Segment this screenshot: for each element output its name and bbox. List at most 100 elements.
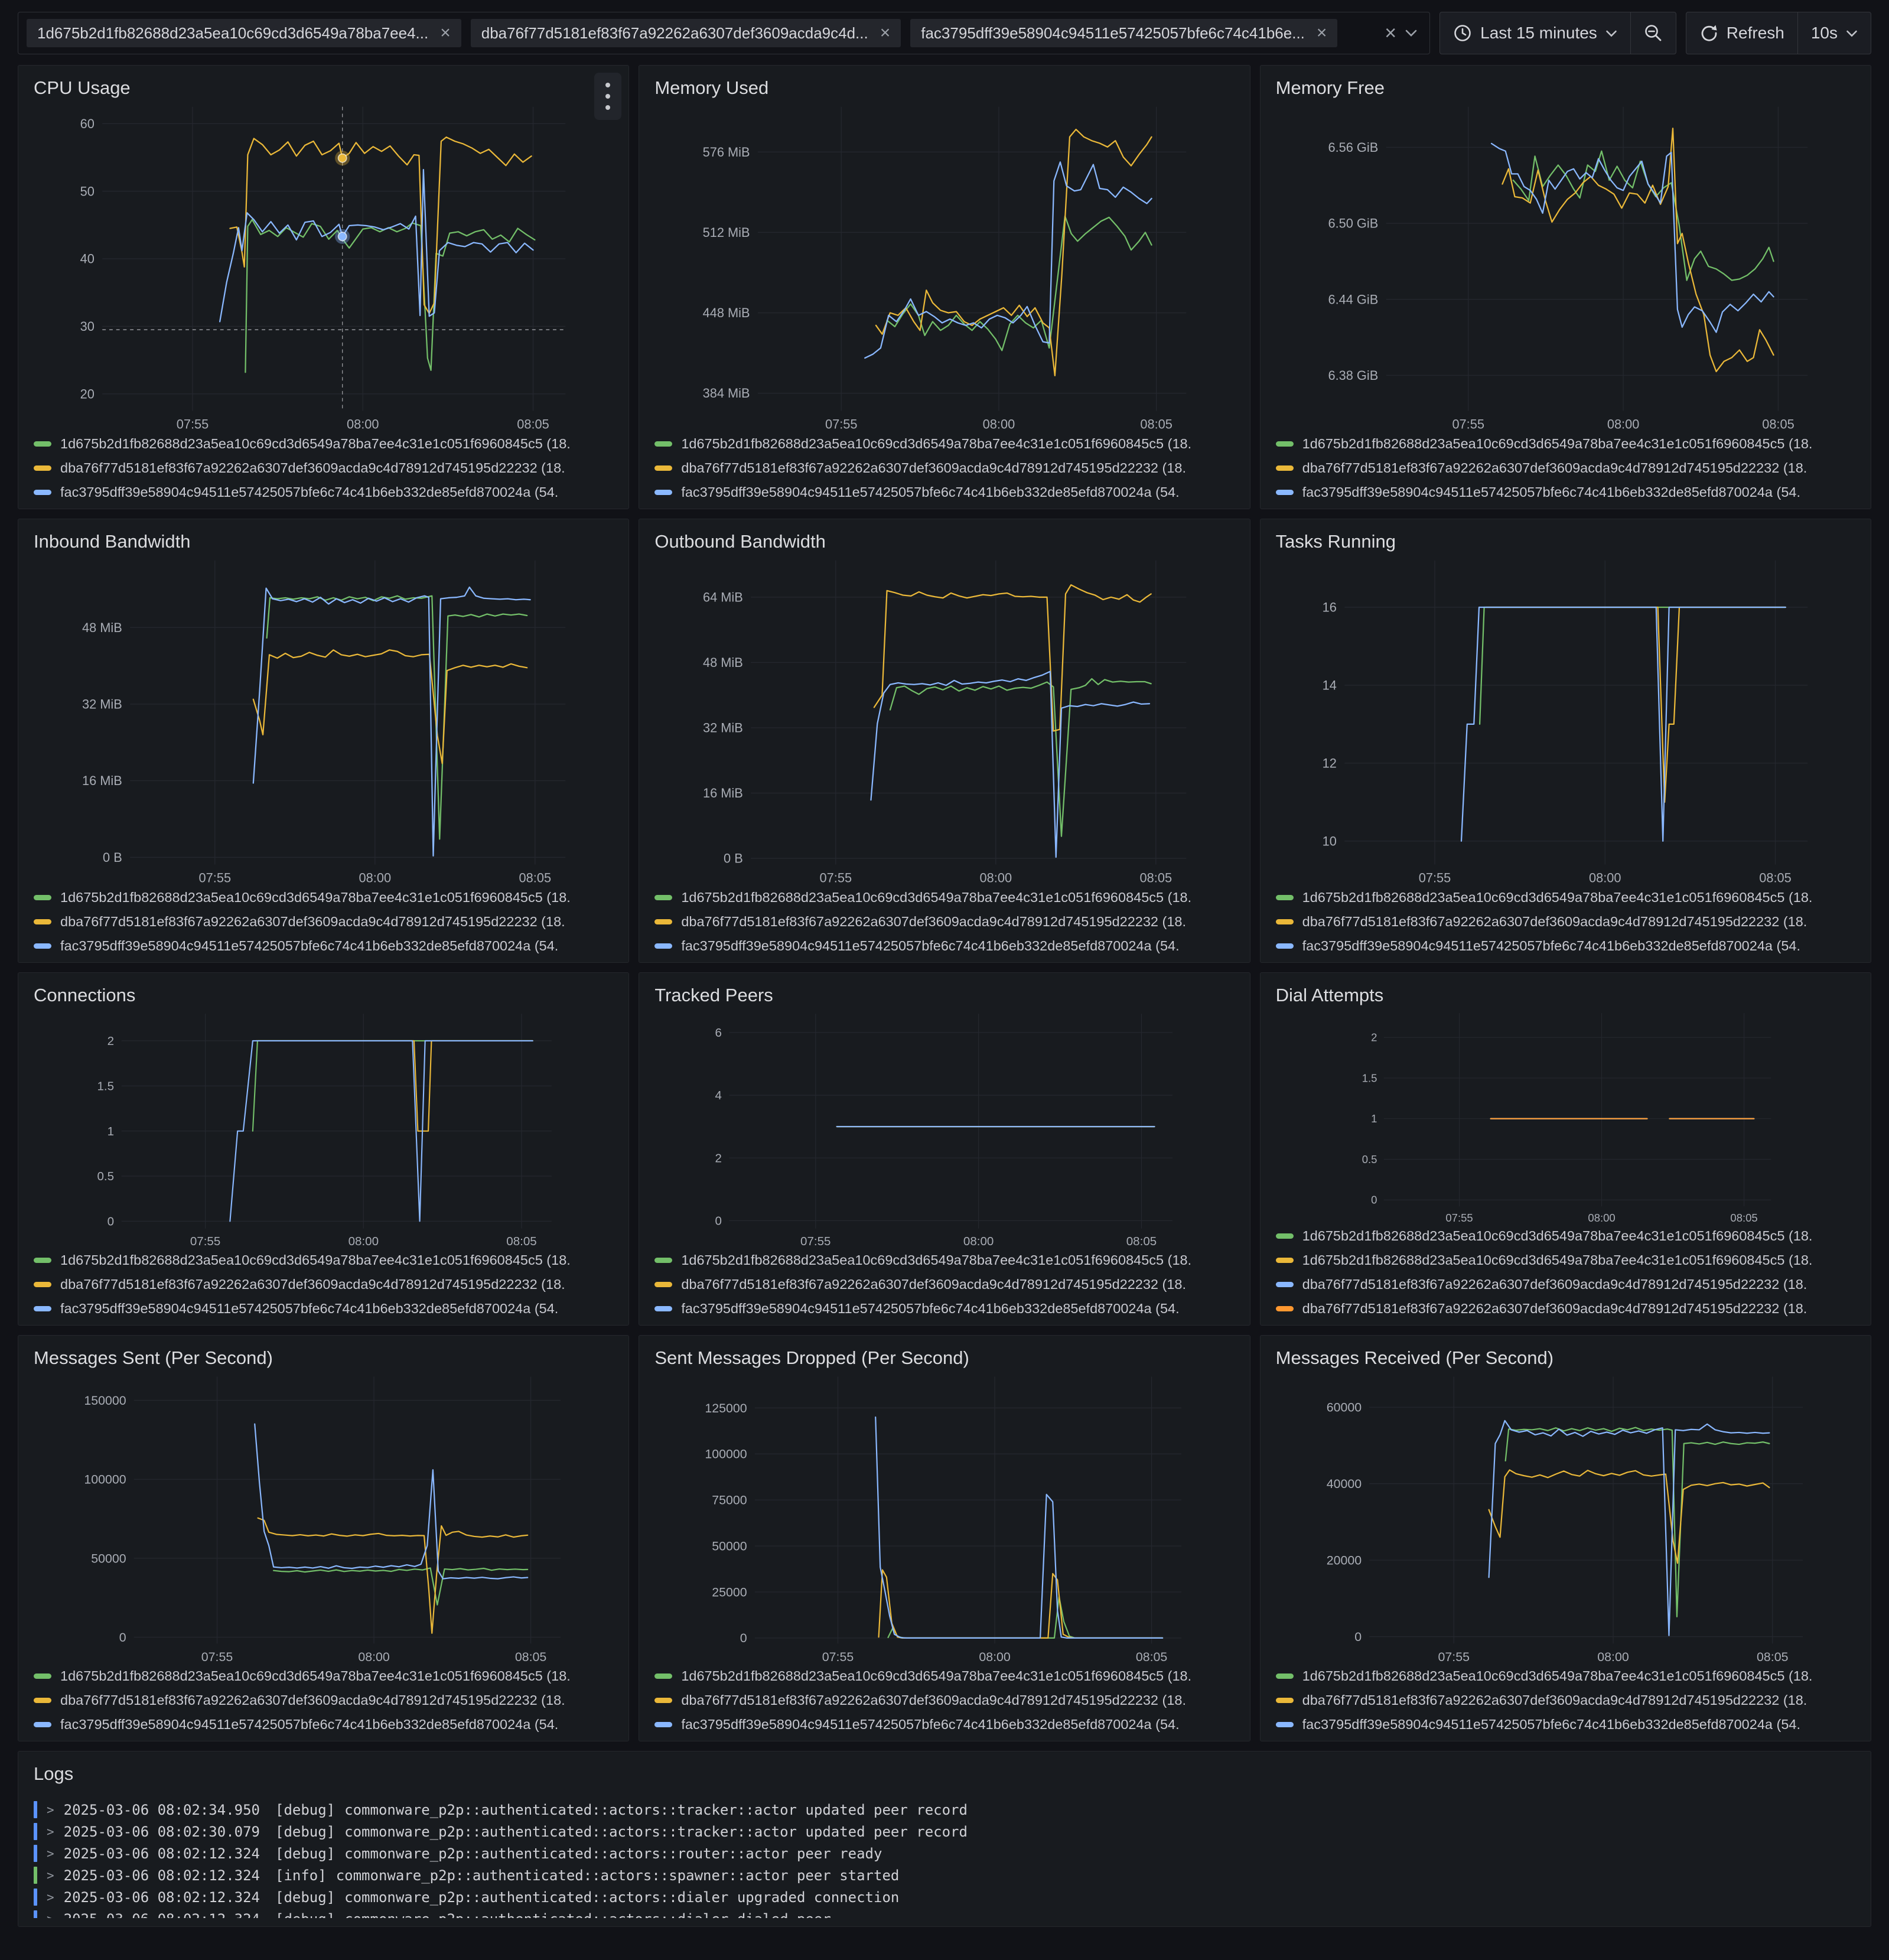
legend-item[interactable]: 1d675b2d1fb82688d23a5ea10c69cd3d6549a78b… — [1275, 1668, 1861, 1684]
time-series-chart[interactable]: 0 B 16 MiB 32 MiB 48 MiB 64 MiB 07:55 08:00 08:… — [649, 554, 1240, 887]
refresh-interval-picker[interactable]: 10s — [1798, 12, 1871, 54]
legend-item[interactable]: 1d675b2d1fb82688d23a5ea10c69cd3d6549a78b… — [1275, 1228, 1861, 1244]
legend-item[interactable]: dba76f77d5181ef83f67a92262a6307def3609ac… — [654, 460, 1240, 476]
legend-item[interactable]: 1d675b2d1fb82688d23a5ea10c69cd3d6549a78b… — [34, 1252, 619, 1268]
legend-swatch-icon — [34, 943, 51, 949]
time-series-chart[interactable]: 0 B 16 MiB 32 MiB 48 MiB 07:55 08:00 08:05 — [28, 554, 619, 887]
log-level-bar — [34, 1801, 37, 1818]
time-series-chart[interactable]: 0 25000 50000 75000 100000 125000 07:55 08:00 08… — [649, 1370, 1240, 1666]
panel-outbound-bandwidth: Outbound Bandwidth 0 B 16 MiB 32 MiB 48 MiB… — [639, 519, 1250, 963]
time-series-chart[interactable]: 0 2 4 6 07:55 08:00 08:05 — [649, 1007, 1240, 1250]
time-series-chart[interactable]: 0 0.5 1 1.5 2 07:55 08:00 08:05 — [28, 1007, 619, 1250]
legend-label: 1d675b2d1fb82688d23a5ea10c69cd3d6549a78b… — [681, 1668, 1192, 1684]
time-series-chart[interactable]: 0 20000 40000 60000 07:55 08:00 08:05 — [1270, 1370, 1861, 1666]
legend-label: dba76f77d5181ef83f67a92262a6307def3609ac… — [60, 914, 565, 929]
log-level-label: [debug] — [275, 1823, 336, 1840]
log-row[interactable]: >2025-03-06 08:02:12.324 [debug] commonwar… — [34, 1842, 1861, 1864]
legend-item[interactable]: fac3795dff39e58904c94511e57425057bfe6c74… — [34, 1301, 619, 1317]
legend-item[interactable]: fac3795dff39e58904c94511e57425057bfe6c74… — [654, 1717, 1240, 1733]
legend-item[interactable]: dba76f77d5181ef83f67a92262a6307def3609ac… — [34, 1692, 619, 1708]
legend-item[interactable]: dba76f77d5181ef83f67a92262a6307def3609ac… — [1275, 460, 1861, 476]
chevron-down-icon[interactable] — [1405, 29, 1418, 37]
svg-text:1.5: 1.5 — [1362, 1072, 1377, 1084]
legend-item[interactable]: 1d675b2d1fb82688d23a5ea10c69cd3d6549a78b… — [654, 890, 1240, 906]
log-expand-icon[interactable]: > — [47, 1890, 54, 1904]
time-series-chart[interactable]: 0 50000 100000 150000 07:55 08:00 08:05 — [28, 1370, 619, 1666]
time-range-picker[interactable]: Last 15 minutes — [1440, 12, 1630, 54]
svg-text:6.50 GiB: 6.50 GiB — [1328, 216, 1378, 231]
legend-item[interactable]: 1d675b2d1fb82688d23a5ea10c69cd3d6549a78b… — [1275, 890, 1861, 906]
panel-memory-used: Memory Used 384 MiB 448 MiB 512 MiB 576 MiB… — [639, 65, 1250, 509]
filter-chip[interactable]: 1d675b2d1fb82688d23a5ea10c69cd3d6549a78b… — [27, 19, 461, 47]
legend-item[interactable]: fac3795dff39e58904c94511e57425057bfe6c74… — [1275, 484, 1861, 500]
legend-item[interactable]: 1d675b2d1fb82688d23a5ea10c69cd3d6549a78b… — [34, 1668, 619, 1684]
legend-item[interactable]: fac3795dff39e58904c94511e57425057bfe6c74… — [1275, 938, 1861, 954]
time-series-chart[interactable]: 0 0.5 1 1.5 2 07:55 08:00 08:05 — [1270, 1007, 1861, 1226]
log-row[interactable]: >2025-03-06 08:02:12.324 [debug] commonwar… — [34, 1886, 1861, 1908]
log-row[interactable]: >2025-03-06 08:02:30.079 [debug] commonwar… — [34, 1821, 1861, 1842]
log-row[interactable]: >2025-03-06 08:02:12.324 [info] commonware… — [34, 1864, 1861, 1886]
legend-item[interactable]: 1d675b2d1fb82688d23a5ea10c69cd3d6549a78b… — [34, 890, 619, 906]
log-expand-icon[interactable]: > — [47, 1824, 54, 1839]
legend-item[interactable]: 1d675b2d1fb82688d23a5ea10c69cd3d6549a78b… — [654, 1252, 1240, 1268]
legend-item[interactable]: fac3795dff39e58904c94511e57425057bfe6c74… — [654, 1301, 1240, 1317]
legend-item[interactable]: dba76f77d5181ef83f67a92262a6307def3609ac… — [654, 1277, 1240, 1292]
zoom-out-button[interactable] — [1631, 12, 1676, 54]
legend-item[interactable]: 1d675b2d1fb82688d23a5ea10c69cd3d6549a78b… — [654, 1668, 1240, 1684]
log-expand-icon[interactable]: > — [47, 1912, 54, 1919]
legend-item[interactable]: 1d675b2d1fb82688d23a5ea10c69cd3d6549a78b… — [1275, 436, 1861, 452]
legend-item[interactable]: dba76f77d5181ef83f67a92262a6307def3609ac… — [34, 914, 619, 930]
panel-tasks-running: Tasks Running 10 12 14 16 07:55 08:00 08:05 1d… — [1259, 519, 1871, 963]
log-row[interactable]: >2025-03-06 08:02:12.324 [debug] commonwar… — [34, 1908, 1861, 1918]
legend-item[interactable]: fac3795dff39e58904c94511e57425057bfe6c74… — [34, 1717, 619, 1733]
panel-menu-button[interactable] — [594, 73, 622, 120]
log-expand-icon[interactable]: > — [47, 1846, 54, 1861]
legend-item[interactable]: dba76f77d5181ef83f67a92262a6307def3609ac… — [654, 914, 1240, 930]
legend-item[interactable]: dba76f77d5181ef83f67a92262a6307def3609ac… — [1275, 1277, 1861, 1292]
panel-title: Messages Sent (Per Second) — [34, 1347, 273, 1368]
legend-item[interactable]: 1d675b2d1fb82688d23a5ea10c69cd3d6549a78b… — [654, 436, 1240, 452]
legend-item[interactable]: fac3795dff39e58904c94511e57425057bfe6c74… — [34, 484, 619, 500]
svg-text:1: 1 — [1371, 1112, 1377, 1125]
filter-chip-label: fac3795dff39e58904c94511e57425057bfe6c74… — [921, 24, 1305, 42]
legend-item[interactable]: dba76f77d5181ef83f67a92262a6307def3609ac… — [654, 1692, 1240, 1708]
legend-swatch-icon — [34, 441, 51, 447]
legend-item[interactable]: dba76f77d5181ef83f67a92262a6307def3609ac… — [34, 1277, 619, 1292]
remove-filter-icon[interactable]: × — [880, 23, 891, 43]
legend-item[interactable]: dba76f77d5181ef83f67a92262a6307def3609ac… — [34, 460, 619, 476]
legend-item[interactable]: fac3795dff39e58904c94511e57425057bfe6c74… — [34, 938, 619, 954]
remove-filter-icon[interactable]: × — [1316, 23, 1327, 43]
legend-item[interactable]: 1d675b2d1fb82688d23a5ea10c69cd3d6549a78b… — [1275, 1252, 1861, 1268]
log-expand-icon[interactable]: > — [47, 1868, 54, 1883]
legend-label: dba76f77d5181ef83f67a92262a6307def3609ac… — [1302, 1692, 1807, 1708]
legend-label: fac3795dff39e58904c94511e57425057bfe6c74… — [681, 484, 1180, 500]
legend-swatch-icon — [654, 1258, 673, 1263]
panel-title: Memory Free — [1275, 77, 1385, 98]
legend-item[interactable]: fac3795dff39e58904c94511e57425057bfe6c74… — [654, 938, 1240, 954]
filter-chip-label: 1d675b2d1fb82688d23a5ea10c69cd3d6549a78b… — [37, 24, 429, 42]
legend-label: 1d675b2d1fb82688d23a5ea10c69cd3d6549a78b… — [60, 1668, 571, 1684]
refresh-button[interactable]: Refresh — [1686, 12, 1797, 54]
panel-title: CPU Usage — [34, 77, 131, 98]
svg-text:0: 0 — [119, 1630, 126, 1645]
remove-filter-icon[interactable]: × — [440, 23, 451, 43]
clear-filters-icon[interactable]: × — [1385, 21, 1397, 44]
legend-item[interactable]: dba76f77d5181ef83f67a92262a6307def3609ac… — [1275, 1692, 1861, 1708]
legend-swatch-icon — [34, 490, 51, 495]
time-series-chart[interactable]: 384 MiB 448 MiB 512 MiB 576 MiB 07:55 08:00 08… — [649, 100, 1240, 434]
filter-chip[interactable]: fac3795dff39e58904c94511e57425057bfe6c74… — [910, 19, 1338, 47]
log-expand-icon[interactable]: > — [47, 1802, 54, 1817]
legend-item[interactable]: fac3795dff39e58904c94511e57425057bfe6c74… — [1275, 1717, 1861, 1733]
legend-item[interactable]: fac3795dff39e58904c94511e57425057bfe6c74… — [654, 484, 1240, 500]
legend-item[interactable]: dba76f77d5181ef83f67a92262a6307def3609ac… — [1275, 914, 1861, 930]
svg-text:1.5: 1.5 — [97, 1079, 114, 1093]
time-series-chart[interactable]: 6.38 GiB 6.44 GiB 6.50 GiB 6.56 GiB 07:55 08:… — [1270, 100, 1861, 434]
log-row[interactable]: >2025-03-06 08:02:34.950 [debug] commonwar… — [34, 1799, 1861, 1821]
filter-chip[interactable]: dba76f77d5181ef83f67a92262a6307def3609ac… — [470, 19, 901, 47]
time-series-chart[interactable]: 20 30 40 50 60 07:55 08:00 08:05 — [28, 100, 619, 434]
time-series-chart[interactable]: 10 12 14 16 07:55 08:00 08:05 — [1270, 554, 1861, 887]
legend-item[interactable]: dba76f77d5181ef83f67a92262a6307def3609ac… — [1275, 1301, 1861, 1317]
log-timestamp: 2025-03-06 08:02:12.324 — [63, 1867, 260, 1884]
svg-text:48 MiB: 48 MiB — [82, 620, 122, 635]
legend-item[interactable]: 1d675b2d1fb82688d23a5ea10c69cd3d6549a78b… — [34, 436, 619, 452]
